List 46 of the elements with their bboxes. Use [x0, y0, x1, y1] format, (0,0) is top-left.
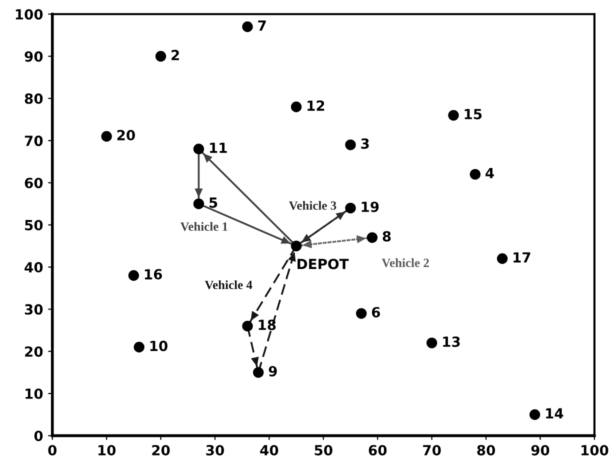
x-tick-label: 50: [314, 444, 332, 456]
y-tick-label: 10: [26, 388, 43, 399]
annotation: 15: [464, 109, 482, 120]
x-tick-label: 100: [582, 444, 608, 456]
x-tick-label: 30: [206, 444, 224, 456]
x-tick-label: 40: [260, 444, 278, 456]
x-tick-label: 90: [531, 444, 550, 456]
series-label: Vehicle 2: [382, 258, 429, 268]
y-tick-label: 0: [34, 430, 43, 442]
annotation: 17: [514, 252, 530, 262]
y-tick-label: 90: [24, 51, 43, 62]
y-tick-label: 60: [24, 178, 43, 188]
annotation: 8: [382, 231, 391, 242]
annotation: 10: [150, 340, 168, 352]
annotation: 6: [372, 306, 380, 318]
series-label: Vehicle 3: [288, 200, 336, 210]
x-tick-label: 10: [98, 444, 116, 456]
x-tick-label: 20: [152, 444, 170, 456]
x-tick-label: 0: [48, 444, 57, 456]
annotation: 9: [268, 366, 277, 376]
annotation: 16: [144, 269, 162, 280]
annotation: 13: [443, 336, 460, 347]
annotation: 2: [172, 50, 179, 60]
annotation: 19: [362, 202, 379, 212]
y-tick-label: 30: [24, 304, 43, 315]
y-tick-label: 70: [24, 136, 43, 146]
annotation: 4: [486, 168, 494, 178]
x-tick-label: 80: [477, 444, 496, 456]
annotation: 12: [308, 100, 324, 111]
annotation: 5: [210, 198, 218, 208]
series-label: Vehicle 4: [204, 280, 252, 290]
annotation: 20: [117, 130, 135, 140]
annotation: 14: [546, 408, 564, 418]
annotation: 7: [258, 20, 266, 31]
x-tick-label: 70: [423, 444, 441, 456]
annotation: 11: [210, 142, 227, 153]
y-tick-label: 50: [25, 220, 43, 230]
y-tick-label: 100: [16, 9, 43, 20]
annotation: 18: [258, 320, 276, 330]
series-label: Vehicle 1: [180, 222, 228, 231]
x-tick-label: 60: [368, 444, 387, 456]
annotation: 3: [361, 138, 369, 149]
y-tick-label: 20: [25, 346, 43, 357]
annotation: DEPOT: [298, 258, 349, 270]
y-tick-label: 80: [24, 93, 43, 104]
y-tick-label: 40: [24, 262, 43, 273]
